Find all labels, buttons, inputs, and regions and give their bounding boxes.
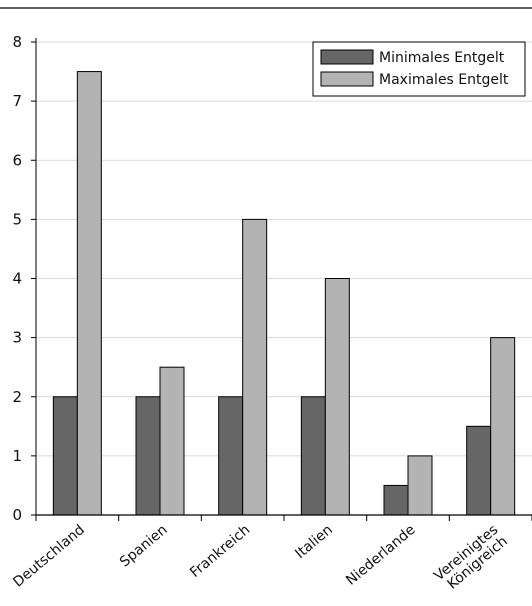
x-tick-label: Italien: [292, 522, 336, 562]
legend-swatch-0: [320, 49, 374, 65]
y-tick-label: 7: [12, 92, 22, 110]
gridlines: [36, 41, 532, 457]
x-tick-label: Niederlande: [343, 522, 418, 589]
bars: [52, 71, 516, 516]
bar-min-1: [135, 396, 161, 516]
legend-label-1: Maximales Entgelt: [379, 72, 509, 88]
x-tick-label: Deutschland: [10, 522, 88, 591]
bar-min-5: [466, 425, 492, 516]
y-tick-label: 0: [12, 506, 22, 524]
bar-max-2: [242, 218, 268, 516]
x-axis: Deutschland Spanien Frankreich Italien Niede…: [10, 514, 532, 596]
legend: Minimales Entgelt Maximales Entgelt: [312, 41, 526, 97]
bar-min-3: [300, 396, 326, 516]
y-tick-label: 3: [12, 329, 22, 347]
y-tick-label: 8: [12, 33, 22, 51]
bar-max-3: [324, 278, 350, 516]
y-tick-label: 1: [12, 447, 22, 465]
y-axis: 0 1 2 3 4 5 6 7 8: [12, 33, 37, 524]
y-tick-label: 6: [12, 151, 22, 169]
bar-max-0: [76, 71, 102, 516]
y-tick-label: 5: [12, 210, 22, 228]
legend-label-0: Minimales Entgelt: [379, 50, 505, 66]
x-tick-label: Spanien: [117, 522, 171, 571]
x-tick-label: Frankreich: [187, 522, 253, 581]
bar-max-4: [407, 455, 433, 516]
bar-min-0: [52, 396, 78, 516]
bar-min-4: [383, 484, 409, 516]
bar-min-2: [218, 396, 244, 516]
y-tick-label: 2: [12, 388, 22, 406]
bar-max-5: [490, 337, 516, 516]
x-tick-label: VereinigtesKönigreich: [431, 522, 511, 596]
y-tick-label: 4: [12, 270, 22, 288]
legend-swatch-1: [320, 71, 374, 87]
bar-max-1: [159, 366, 185, 516]
